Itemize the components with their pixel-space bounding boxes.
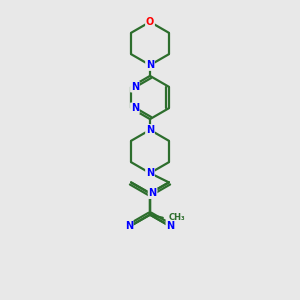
Text: N: N <box>146 125 154 135</box>
Text: N: N <box>146 168 154 178</box>
Text: N: N <box>166 220 175 231</box>
Text: O: O <box>146 17 154 27</box>
Text: N: N <box>124 220 133 231</box>
Text: CH₃: CH₃ <box>168 213 185 222</box>
Text: N: N <box>131 82 139 92</box>
Text: N: N <box>131 103 139 113</box>
Text: N: N <box>148 188 157 198</box>
Text: N: N <box>146 60 154 70</box>
